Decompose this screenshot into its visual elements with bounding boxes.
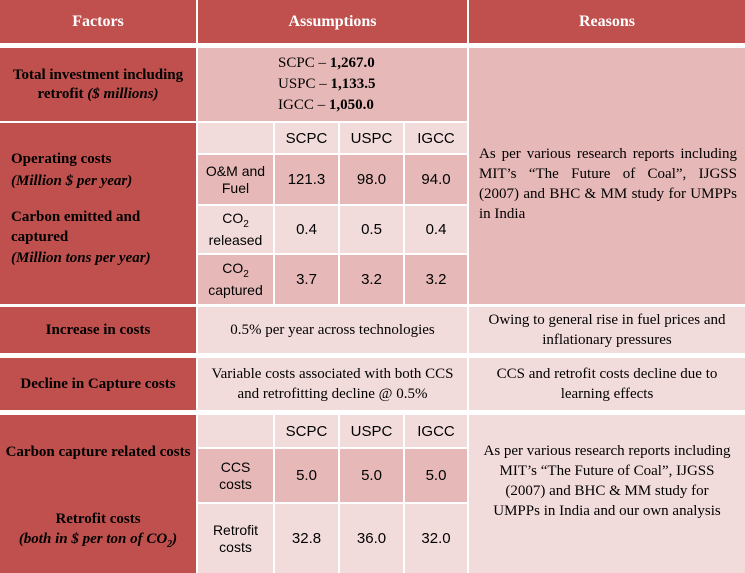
op-row-om-fuel-label: O&M and Fuel	[198, 155, 273, 204]
ccs-costs-label: CCS costs	[198, 449, 273, 502]
co2-captured-uspc-value: 3.2	[340, 255, 403, 304]
ccs-igcc-value: 5.0	[405, 449, 467, 502]
factor-total-investment: Total investment including retrofit ($ m…	[0, 48, 196, 121]
factor-carbon-label: Carbon emitted and captured	[11, 209, 141, 245]
decline-reason: CCS and retrofit costs decline due to le…	[469, 358, 745, 410]
decline-reason-text: CCS and retrofit costs decline due to le…	[496, 366, 718, 402]
factor-decline-label: Decline in Capture costs	[20, 376, 176, 392]
op-om-igcc-value: 94.0	[405, 155, 467, 204]
cap-col-scpc: SCPC	[275, 415, 338, 447]
co2-released-igcc-value: 0.4	[405, 206, 467, 253]
reason-research-1-text: As per various research reports includin…	[479, 146, 737, 222]
increase-assumption: 0.5% per year across technologies	[198, 307, 467, 353]
factor-operating-unit: (Million $ per year)	[11, 173, 133, 189]
cap-col-igcc: IGCC	[405, 415, 467, 447]
factor-retrofit-label: Retrofit costs	[55, 511, 141, 527]
investment-line-uspc: USPC – 1,133.5	[278, 76, 376, 92]
co2-captured-igcc-value: 3.2	[405, 255, 467, 304]
factor-retrofit-unit-pre: (both in $ per ton of CO	[18, 531, 168, 547]
cap-corner-cell	[198, 415, 273, 447]
header-factors: Factors	[0, 0, 196, 43]
decline-assumption: Variable costs associated with both CCS …	[198, 358, 467, 410]
increase-reason: Owing to general rise in fuel prices and…	[469, 307, 745, 353]
retrofit-scpc-value: 32.8	[275, 504, 338, 573]
investment-assumption: SCPC – 1,267.0 USPC – 1,133.5 IGCC – 1,0…	[198, 48, 467, 121]
op-om-uspc-value: 98.0	[340, 155, 403, 204]
increase-assumption-text: 0.5% per year across technologies	[230, 321, 435, 338]
factor-increase: Increase in costs	[0, 307, 196, 353]
co2-captured-scpc-value: 3.7	[275, 255, 338, 304]
factor-operating-carbon: Operating costs (Million $ per year) Car…	[0, 123, 196, 304]
increase-reason-text: Owing to general rise in fuel prices and…	[488, 312, 726, 348]
cap-col-uspc: USPC	[340, 415, 403, 447]
reason-research-2-text: As per various research reports includin…	[483, 443, 731, 519]
co2-captured-label: CO2 captured	[198, 255, 273, 304]
co2-released-uspc-value: 0.5	[340, 206, 403, 253]
factor-retrofit-unit-post: )	[172, 531, 178, 547]
investment-line-igcc: IGCC – 1,050.0	[278, 97, 374, 113]
header-assumptions: Assumptions	[198, 0, 467, 43]
op-col-scpc: SCPC	[275, 123, 338, 153]
factor-decline: Decline in Capture costs	[0, 358, 196, 410]
factor-capture-retrofit: Carbon capture related costs Retrofit co…	[0, 415, 196, 573]
op-col-uspc: USPC	[340, 123, 403, 153]
op-corner-cell	[198, 123, 273, 153]
factor-total-investment-unit: ($ millions)	[87, 85, 159, 102]
co2-released-label: CO2 released	[198, 206, 273, 253]
investment-line-scpc: SCPC – 1,267.0	[278, 55, 375, 71]
ccs-uspc-value: 5.0	[340, 449, 403, 502]
reason-research-1: As per various research reports includin…	[469, 48, 745, 304]
op-col-igcc: IGCC	[405, 123, 467, 153]
retrofit-costs-label: Retrofit costs	[198, 504, 273, 573]
retrofit-igcc-value: 32.0	[405, 504, 467, 573]
factor-carbon-unit: (Million tons per year)	[11, 250, 151, 266]
ccs-scpc-value: 5.0	[275, 449, 338, 502]
factor-total-investment-label: Total investment including retrofit	[12, 66, 184, 102]
reason-research-2: As per various research reports includin…	[469, 415, 745, 573]
co2-released-scpc-value: 0.4	[275, 206, 338, 253]
factor-capture-label: Carbon capture related costs	[5, 444, 191, 460]
factor-increase-label: Increase in costs	[45, 321, 151, 338]
op-om-scpc-value: 121.3	[275, 155, 338, 204]
retrofit-uspc-value: 36.0	[340, 504, 403, 573]
factor-retrofit-unit: (both in $ per ton of CO2)	[0, 530, 196, 554]
factor-retrofit-unit-sub: 2	[167, 539, 173, 550]
decline-assumption-text: Variable costs associated with both CCS …	[211, 366, 454, 402]
header-reasons: Reasons	[469, 0, 745, 43]
factor-operating-label: Operating costs	[11, 151, 112, 167]
